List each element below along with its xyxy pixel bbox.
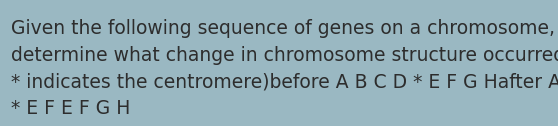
Text: Given the following sequence of genes on a chromosome,
determine what change in : Given the following sequence of genes on… [11, 19, 558, 118]
